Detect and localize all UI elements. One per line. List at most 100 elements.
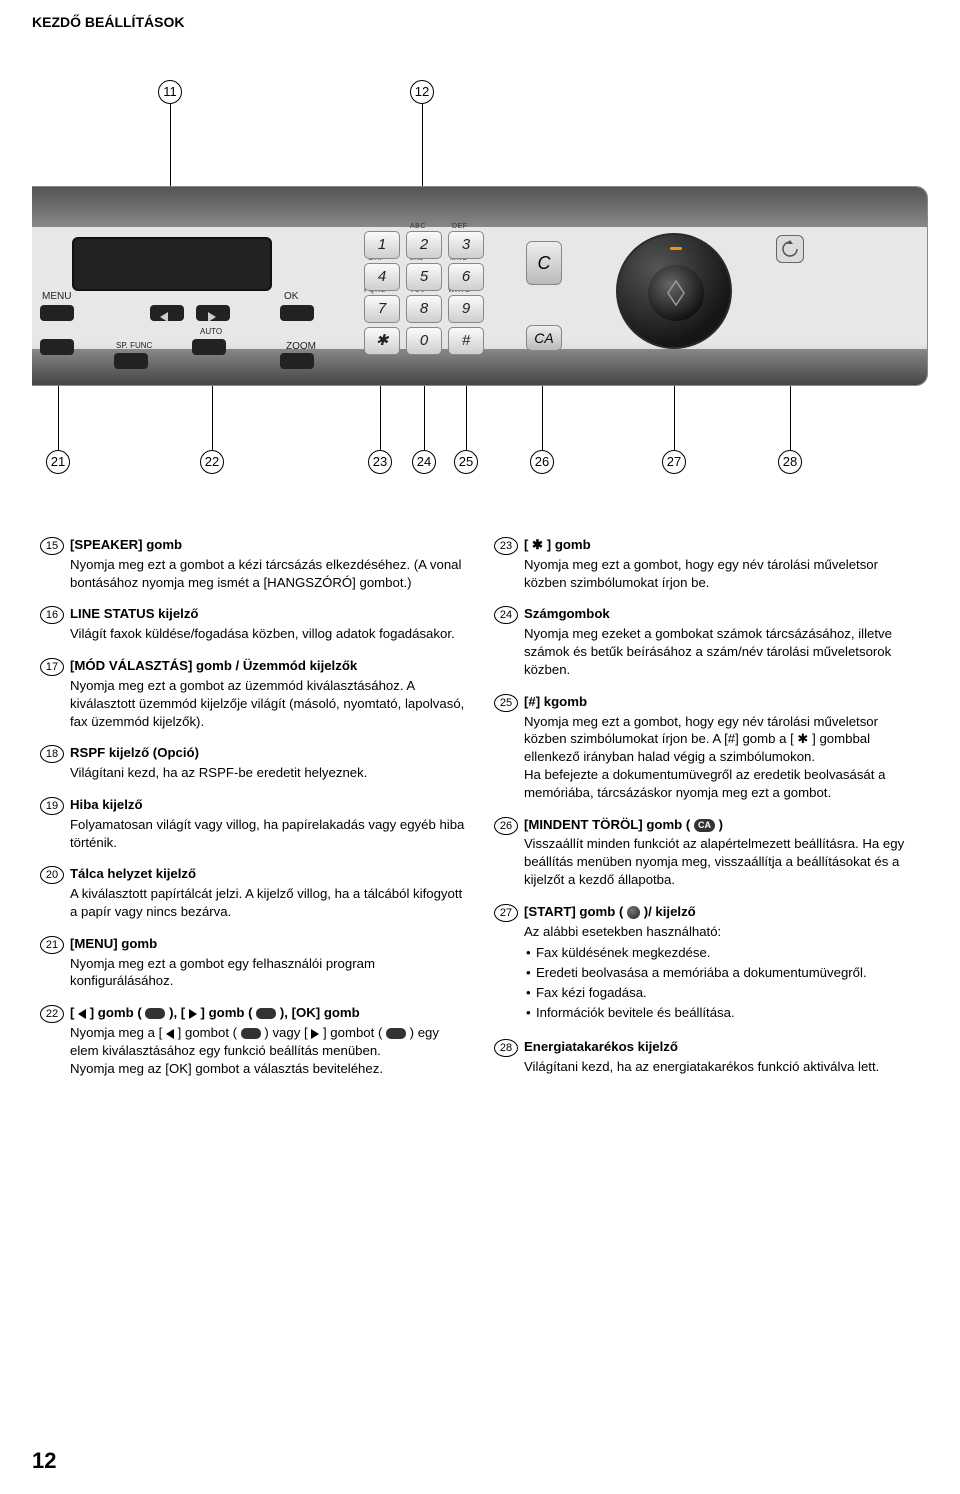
key-9[interactable]: 9	[448, 295, 484, 323]
sub-text: Fax kézi fogadása.	[536, 984, 647, 1002]
item-body: [ ✱ ] gombNyomja meg ezt a gombot, hogy …	[518, 536, 920, 591]
zoom-label: ZOOM	[286, 341, 316, 352]
bullet: •	[526, 1004, 536, 1022]
item-desc: Nyomja meg ezeket a gombokat számok tárc…	[524, 625, 920, 678]
small-button-1[interactable]	[40, 339, 74, 355]
dial-top-led	[670, 247, 682, 250]
clear-button[interactable]: C	[526, 241, 562, 285]
key-hash[interactable]: #	[448, 327, 484, 355]
eco-icon	[781, 240, 799, 258]
item-body: Hiba kijelző Folyamatosan világít vagy vi…	[64, 796, 466, 851]
item-body: [ ] gomb ( ), [ ] gomb ( ), [OK] gombNyo…	[64, 1004, 466, 1077]
key-star[interactable]: ✱	[364, 327, 400, 355]
item-desc: Világít faxok küldése/fogadása közben, v…	[70, 625, 466, 643]
callout-24: 24	[412, 450, 436, 474]
callout-12: 12	[410, 80, 434, 104]
item-number: 15	[40, 537, 64, 555]
sub-text: Fax küldésének megkezdése.	[536, 944, 710, 962]
zoom-button[interactable]	[280, 353, 314, 369]
item-desc: A kiválasztott papírtálcát jelzi. A kije…	[70, 885, 466, 921]
item-number: 28	[494, 1039, 518, 1057]
left-column: 15 [SPEAKER] gomb Nyomja meg ezt a gombot …	[40, 536, 466, 1092]
sub-item: •Fax kézi fogadása.	[526, 984, 920, 1002]
key-1[interactable]: 1	[364, 231, 400, 259]
item-desc: Világítani kezd, ha az RSPF-be eredetit …	[70, 764, 466, 782]
item-28: 28Energiatakarékos kijelzőVilágítani kez…	[494, 1038, 920, 1076]
key-7[interactable]: 7	[364, 295, 400, 323]
item-body: RSPF kijelző (Opció) Világítani kezd, ha …	[64, 744, 466, 782]
diamond-icon	[666, 279, 686, 307]
start-dial[interactable]	[616, 233, 732, 349]
callout-11: 11	[158, 80, 182, 104]
key-3[interactable]: 3	[448, 231, 484, 259]
item-desc: Nyomja meg ezt a gombot a kézi tárcsázás…	[70, 556, 466, 592]
item-title: Hiba kijelző	[70, 796, 466, 814]
item-23: 23[ ✱ ] gombNyomja meg ezt a gombot, hog…	[494, 536, 920, 591]
clear-all-button[interactable]: CA	[526, 325, 562, 351]
item-desc: Visszaállít minden funkciót az alapértel…	[524, 835, 920, 888]
menu-button[interactable]	[40, 305, 74, 321]
key-2[interactable]: 2	[406, 231, 442, 259]
item-title: [MENU] gomb	[70, 935, 466, 953]
item-title: [START] gomb ( )/ kijelző	[524, 903, 920, 921]
page-header: KEZDŐ BEÁLLÍTÁSOK	[32, 14, 184, 30]
item-body: [START] gomb ( )/ kijelző Az alábbi esete…	[518, 903, 920, 1024]
item-number: 25	[494, 694, 518, 712]
item-20: 20Tálca helyzet kijelzőA kiválasztott pa…	[40, 865, 466, 920]
spfunc-button[interactable]	[114, 353, 148, 369]
callout-28: 28	[778, 450, 802, 474]
printer-panel-illustration: 11 12 MENU OK SP. FUNC AUTO ZOOM ABC DEF…	[32, 80, 928, 500]
item-26: 26[MINDENT TÖRÖL] gomb ( CA )Visszaállít…	[494, 816, 920, 889]
item-body: Energiatakarékos kijelzőVilágítani kezd,…	[518, 1038, 920, 1076]
item-body: [MÓD VÁLASZTÁS] gomb / Üzemmód kijelzőkN…	[64, 657, 466, 730]
lcd-display	[72, 237, 272, 291]
item-number: 23	[494, 537, 518, 555]
key-4[interactable]: 4	[364, 263, 400, 291]
item-title: [SPEAKER] gomb	[70, 536, 466, 554]
item-18: 18 RSPF kijelző (Opció) Világítani kezd, h…	[40, 744, 466, 782]
key-6[interactable]: 6	[448, 263, 484, 291]
item-title: Számgombok	[524, 605, 920, 623]
ok-button[interactable]	[280, 305, 314, 321]
ok-label: OK	[284, 291, 298, 302]
key-0[interactable]: 0	[406, 327, 442, 355]
item-title: LINE STATUS kijelző	[70, 605, 466, 623]
leader	[58, 386, 59, 450]
item-27: 27[START] gomb ( )/ kijelzőAz alábbi ese…	[494, 903, 920, 1024]
control-panel: MENU OK SP. FUNC AUTO ZOOM ABC DEF GHI J…	[32, 186, 928, 386]
auto-button[interactable]	[192, 339, 226, 355]
item-number: 17	[40, 658, 64, 676]
leader	[422, 104, 423, 186]
item-number: 22	[40, 1005, 64, 1023]
item-title: Tálca helyzet kijelző	[70, 865, 466, 883]
sub-item: •Információk bevitele és beállítása.	[526, 1004, 920, 1022]
numeric-keypad: 1 2 3 4 5 6 7 8 9 ✱ 0 #	[364, 231, 484, 355]
item-number: 24	[494, 606, 518, 624]
item-title: RSPF kijelző (Opció)	[70, 744, 466, 762]
item-title: [ ] gomb ( ), [ ] gomb ( ), [OK] gomb	[70, 1004, 466, 1022]
item-19: 19Hiba kijelzőFolyamatosan világít vagy …	[40, 796, 466, 851]
key-5[interactable]: 5	[406, 263, 442, 291]
item-number: 18	[40, 745, 64, 763]
kt-def: DEF	[452, 223, 468, 230]
item-desc: Nyomja meg ezt a gombot, hogy egy név tá…	[524, 556, 920, 592]
leader	[424, 386, 425, 450]
item-16: 16LINE STATUS kijelzőVilágít faxok küldé…	[40, 605, 466, 643]
item-sublist: •Fax küldésének megkezdése.•Eredeti beol…	[524, 944, 920, 1021]
sub-item: •Fax küldésének megkezdése.	[526, 944, 920, 962]
leader	[790, 386, 791, 450]
item-title: Energiatakarékos kijelző	[524, 1038, 920, 1056]
item-22: 22[ ] gomb ( ), [ ] gomb ( ), [OK] gombN…	[40, 1004, 466, 1077]
callout-26: 26	[530, 450, 554, 474]
callout-22: 22	[200, 450, 224, 474]
leader	[542, 386, 543, 450]
key-8[interactable]: 8	[406, 295, 442, 323]
description-columns: 15 [SPEAKER] gomb Nyomja meg ezt a gombot …	[40, 536, 920, 1092]
item-21: 21[MENU] gombNyomja meg ezt a gombot egy…	[40, 935, 466, 990]
item-desc: Folyamatosan világít vagy villog, ha pap…	[70, 816, 466, 852]
item-title: [MÓD VÁLASZTÁS] gomb / Üzemmód kijelzők	[70, 657, 466, 675]
item-desc: Nyomja meg ezt a gombot egy felhasználói…	[70, 955, 466, 991]
kt-abc: ABC	[410, 223, 426, 230]
leader	[212, 386, 213, 450]
item-desc: Az alábbi esetekben használható:	[524, 923, 920, 941]
